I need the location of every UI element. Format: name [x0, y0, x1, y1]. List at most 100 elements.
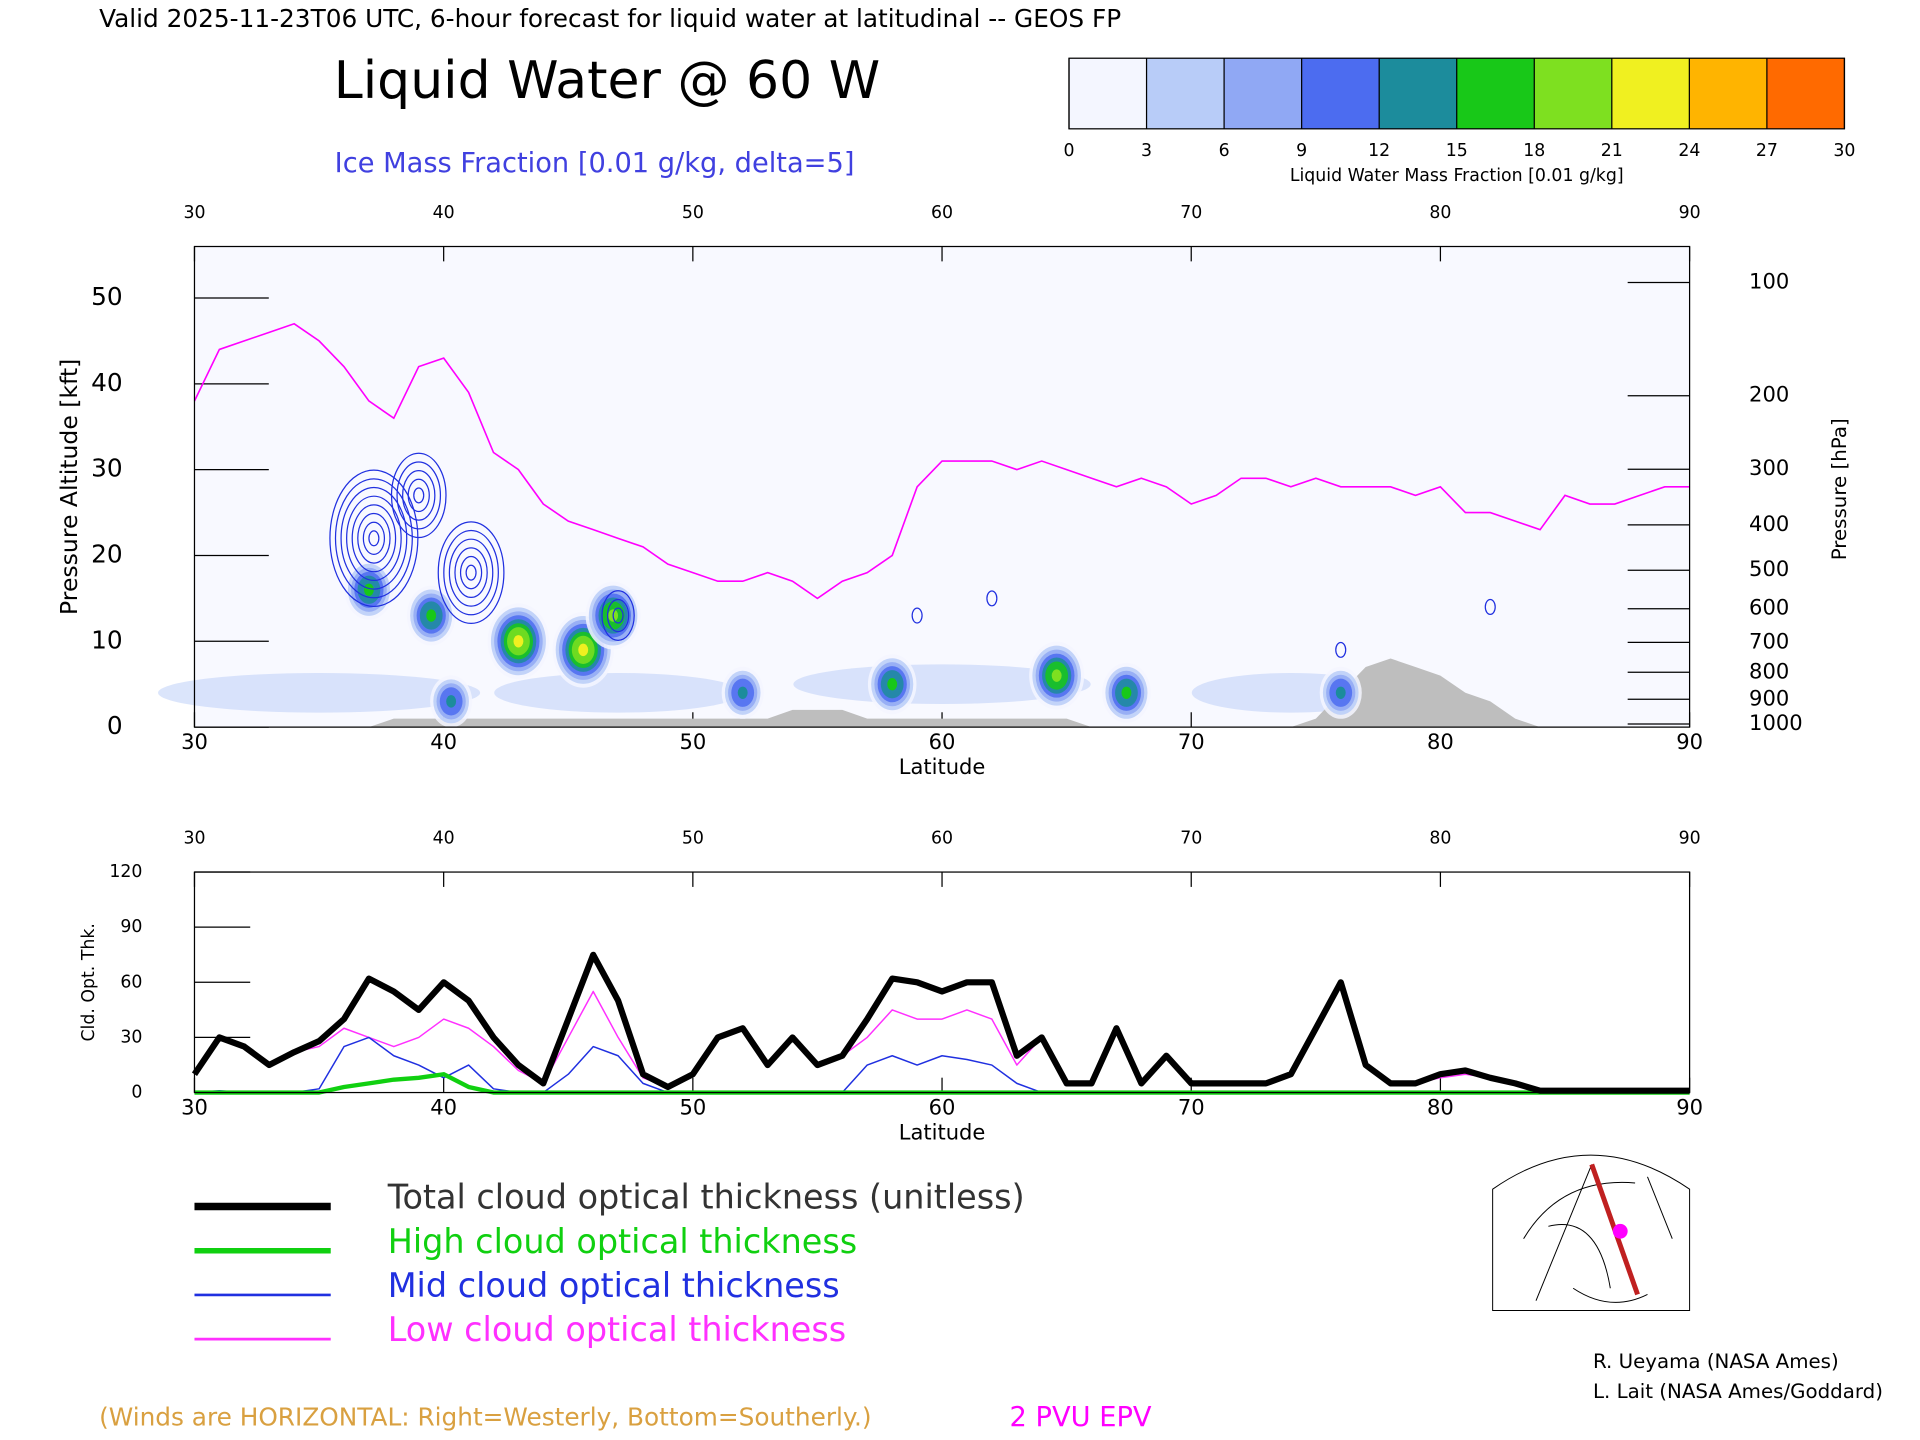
ice-ring: [606, 598, 630, 633]
legend-label: High cloud optical thickness: [388, 1222, 857, 1261]
y-tick-label: 0: [107, 711, 123, 740]
y2-tick-label: 700: [1749, 628, 1789, 653]
ice-contour: [986, 590, 998, 607]
x-tick-label: 30: [181, 729, 208, 754]
haze: [793, 664, 1091, 705]
ice-ring: [329, 469, 419, 608]
subtitle: Ice Mass Fraction [0.01 g/kg, delta=5]: [335, 148, 855, 179]
plot-frame: [193, 871, 1691, 1094]
y2-tick-label: 900: [1749, 685, 1789, 710]
ice-contour: [465, 564, 477, 581]
x-tick-label: 80: [1427, 1095, 1454, 1120]
y2-tick-label: 300: [1749, 455, 1789, 480]
colorbar-segment: [1301, 58, 1380, 129]
legend-label: Total cloud optical thickness (unitless): [387, 1178, 1025, 1217]
chart-title: Liquid Water @ 60 W: [334, 51, 880, 111]
colorbar-segment: [1689, 58, 1767, 129]
plot-area: [194, 246, 1690, 728]
legend-label: 2 PVU EPV: [1010, 1402, 1152, 1433]
colorbar-segment: [1379, 58, 1457, 129]
ice-ring: [437, 521, 505, 625]
credit: R. Ueyama (NASA Ames): [1593, 1350, 1839, 1373]
colorbar-segment: [1224, 58, 1302, 129]
colorbar-tick-label: 9: [1296, 141, 1307, 161]
legend-label: Mid cloud optical thickness: [388, 1266, 840, 1305]
liquid-core: [1121, 686, 1132, 699]
y2-tick-label: 1000: [1749, 710, 1803, 735]
x-tick-label-top: 90: [1679, 829, 1701, 849]
y2-tick-label: 200: [1749, 382, 1789, 407]
locator-map: [1492, 1154, 1691, 1312]
series-line: [191, 951, 1690, 1094]
ice-ring: [346, 495, 402, 582]
colorbar-tick-label: 24: [1678, 141, 1700, 161]
x-tick-label: 60: [929, 729, 956, 754]
y-axis-label: Pressure Altitude [kft]: [55, 359, 83, 615]
ice-ring: [390, 452, 447, 539]
ice-contour: [368, 530, 380, 547]
ice-ring: [357, 512, 391, 564]
valid-line: Valid 2025-11-23T06 UTC, 6-hour forecast…: [99, 4, 1121, 33]
liquid-core: [513, 635, 524, 648]
colorbar-tick-label: 12: [1368, 141, 1390, 161]
terrain: [194, 658, 1690, 728]
y-tick-label: 30: [120, 1027, 142, 1047]
x-tick-label: 50: [679, 729, 706, 754]
x-tick-label-top: 50: [682, 203, 704, 223]
x-tick-label-top: 60: [931, 829, 953, 849]
colorbar-segment: [1456, 58, 1535, 129]
liquid-core: [446, 695, 457, 708]
ice-ring: [601, 590, 635, 641]
haze: [494, 672, 742, 713]
ice-contour: [612, 607, 624, 624]
liquid-core: [1051, 669, 1062, 682]
ice-contour: [1484, 598, 1496, 616]
y2-tick-label: 100: [1749, 268, 1789, 293]
y2-tick-label: 500: [1749, 556, 1789, 581]
colorbar-segment: [1611, 58, 1690, 129]
ice-ring: [459, 555, 483, 590]
x-tick-label: 30: [181, 1095, 208, 1120]
ice-contour: [911, 607, 923, 624]
liquid-core: [363, 583, 374, 596]
x-tick-label: 70: [1178, 1095, 1205, 1120]
x-tick-label-top: 30: [183, 829, 205, 849]
x-tick-label: 50: [679, 1095, 706, 1120]
credit: L. Lait (NASA Ames/Goddard): [1593, 1380, 1883, 1403]
ice-ring: [340, 486, 408, 590]
ice-ring: [334, 478, 413, 599]
colorbar-tick-label: 18: [1523, 141, 1545, 161]
liquid-core: [1335, 686, 1346, 699]
x-tick-label-top: 40: [433, 203, 455, 223]
y-tick-label: 120: [109, 862, 142, 882]
ice-ring: [448, 538, 494, 607]
x-tick-label: 90: [1676, 729, 1703, 754]
y-tick-label: 20: [91, 539, 123, 568]
ice-contour: [1335, 641, 1347, 658]
x-tick-label-top: 60: [931, 203, 953, 223]
x-tick-label: 40: [430, 729, 457, 754]
y2-tick-label: 400: [1749, 511, 1789, 536]
y-tick-label: 60: [120, 972, 142, 992]
y-tick-label: 40: [91, 368, 123, 397]
colorbar-tick-label: 3: [1141, 141, 1152, 161]
x-tick-label: 60: [929, 1095, 956, 1120]
x-axis-label: Latitude: [899, 754, 986, 779]
x-tick-label: 70: [1178, 729, 1205, 754]
liquid-core: [737, 686, 748, 699]
haze: [158, 672, 481, 713]
legend-label: Low cloud optical thickness: [388, 1310, 846, 1349]
x-tick-label-top: 70: [1180, 203, 1202, 223]
colorbar-tick-label: 15: [1446, 141, 1468, 161]
ice-ring: [402, 470, 436, 521]
liquid-core: [578, 643, 589, 657]
x-tick-label-top: 30: [183, 203, 205, 223]
ice-ring: [443, 529, 499, 616]
x-tick-label: 90: [1676, 1095, 1703, 1120]
x-axis-label: Latitude: [899, 1119, 986, 1144]
plot-area: [194, 872, 1690, 1093]
x-tick-label-top: 80: [1429, 203, 1451, 223]
colorbar-tick-label: 30: [1833, 141, 1855, 161]
y2-tick-label: 800: [1749, 658, 1789, 683]
ice-ring: [454, 547, 488, 599]
